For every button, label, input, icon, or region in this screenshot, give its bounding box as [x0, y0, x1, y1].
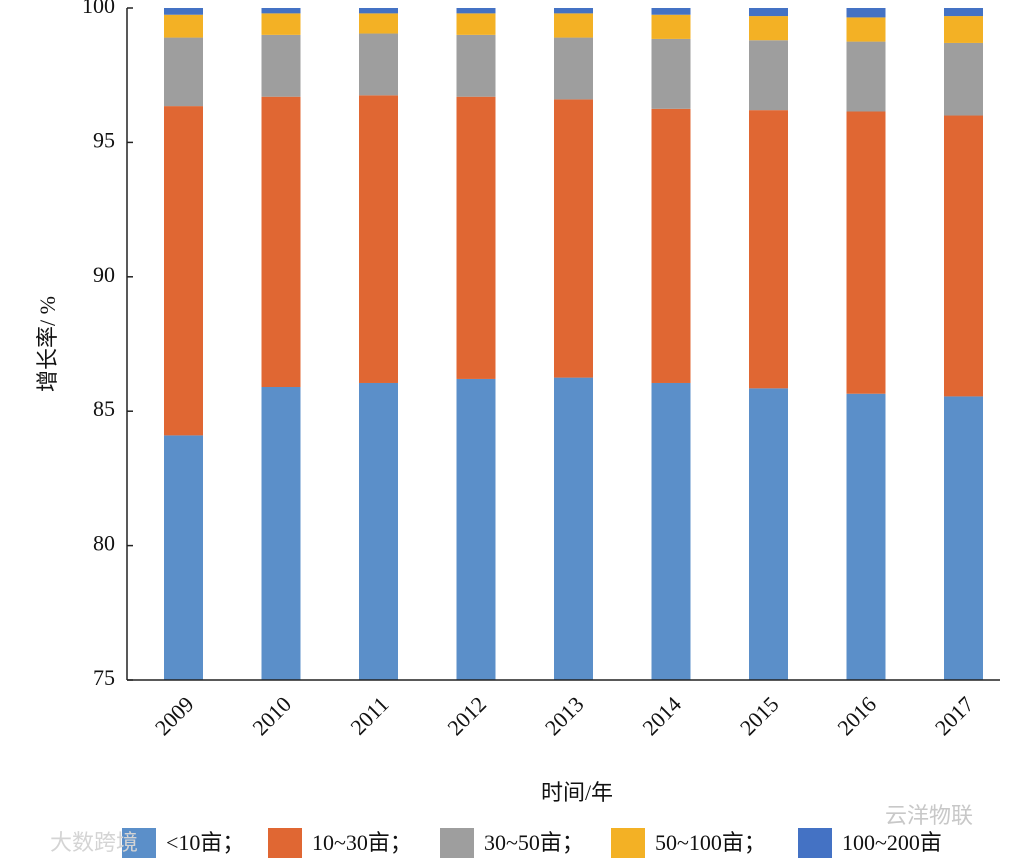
bar-segment	[164, 37, 203, 107]
bar-segment	[651, 382, 691, 680]
bar-segment	[651, 14, 691, 39]
bar-segment	[456, 96, 496, 379]
legend-swatch	[268, 828, 302, 858]
bar-segment	[261, 96, 301, 388]
bar-segment	[164, 14, 203, 38]
x-tick-label: 2009	[150, 691, 199, 740]
bar-segment	[164, 106, 203, 436]
bar-segment	[456, 8, 496, 14]
y-tick-label: 80	[93, 531, 115, 556]
bar-segment	[846, 111, 886, 394]
x-tick-label: 2010	[247, 691, 296, 740]
bar-segment	[944, 115, 983, 397]
bar-segment	[359, 382, 398, 680]
x-tick-label: 2017	[930, 691, 979, 740]
bar-segment	[749, 110, 788, 389]
bar-segment	[164, 8, 203, 15]
legend-swatch	[440, 828, 474, 858]
bar-segment	[261, 387, 301, 680]
bar-segment	[359, 13, 398, 34]
bar-segment	[749, 388, 788, 680]
bar-segment	[359, 8, 398, 14]
bar-segment	[749, 40, 788, 111]
bar-segment	[944, 16, 983, 43]
watermark: 大数跨境	[50, 830, 138, 855]
bar-segment	[456, 378, 496, 680]
bar-segment	[164, 435, 203, 680]
legend-swatch	[611, 828, 645, 858]
legend-label: 100~200亩	[842, 830, 942, 855]
bar-segment	[554, 377, 593, 680]
y-tick-label: 75	[93, 665, 115, 690]
legend-swatch	[798, 828, 832, 858]
bar-segment	[359, 33, 398, 96]
x-tick-label: 2011	[345, 691, 393, 739]
bar-segment	[456, 13, 496, 35]
bar-segment	[944, 42, 983, 116]
bar-segment	[846, 8, 886, 18]
bar-segment	[261, 8, 301, 14]
x-tick-label: 2014	[637, 691, 686, 740]
x-tick-label: 2012	[442, 691, 491, 740]
watermark: 云洋物联	[885, 803, 973, 828]
legend-label: 10~30亩；	[312, 830, 412, 855]
x-axis-label: 时间/年	[541, 780, 613, 805]
bar-segment	[554, 37, 593, 100]
x-tick-label: 2015	[735, 691, 784, 740]
bar-segment	[749, 8, 788, 17]
legend-label: 30~50亩；	[484, 830, 584, 855]
y-tick-label: 85	[93, 396, 115, 421]
bar-segment	[846, 17, 886, 42]
x-tick-label: 2013	[540, 691, 589, 740]
y-tick-label: 100	[82, 0, 115, 18]
bar-segment	[261, 13, 301, 35]
bar-segment	[846, 41, 886, 112]
legend-label: <10亩；	[166, 830, 244, 855]
y-tick-label: 95	[93, 127, 115, 152]
bar-segment	[554, 8, 593, 14]
bar-segment	[359, 95, 398, 383]
bar-segment	[651, 38, 691, 109]
bar-segment	[554, 13, 593, 38]
bar-segment	[651, 108, 691, 383]
bar-segment	[944, 396, 983, 680]
bar-segment	[554, 99, 593, 378]
y-tick-label: 90	[93, 262, 115, 287]
bar-segment	[261, 34, 301, 97]
bar-segment	[651, 8, 691, 15]
legend-label: 50~100亩；	[655, 830, 766, 855]
bar-segment	[846, 393, 886, 680]
x-tick-label: 2016	[832, 691, 881, 740]
bar-segment	[749, 16, 788, 41]
bar-segment	[944, 8, 983, 17]
y-axis-label: 增长率/ %	[35, 296, 60, 392]
legend-swatch	[122, 828, 156, 858]
bar-segment	[456, 34, 496, 97]
